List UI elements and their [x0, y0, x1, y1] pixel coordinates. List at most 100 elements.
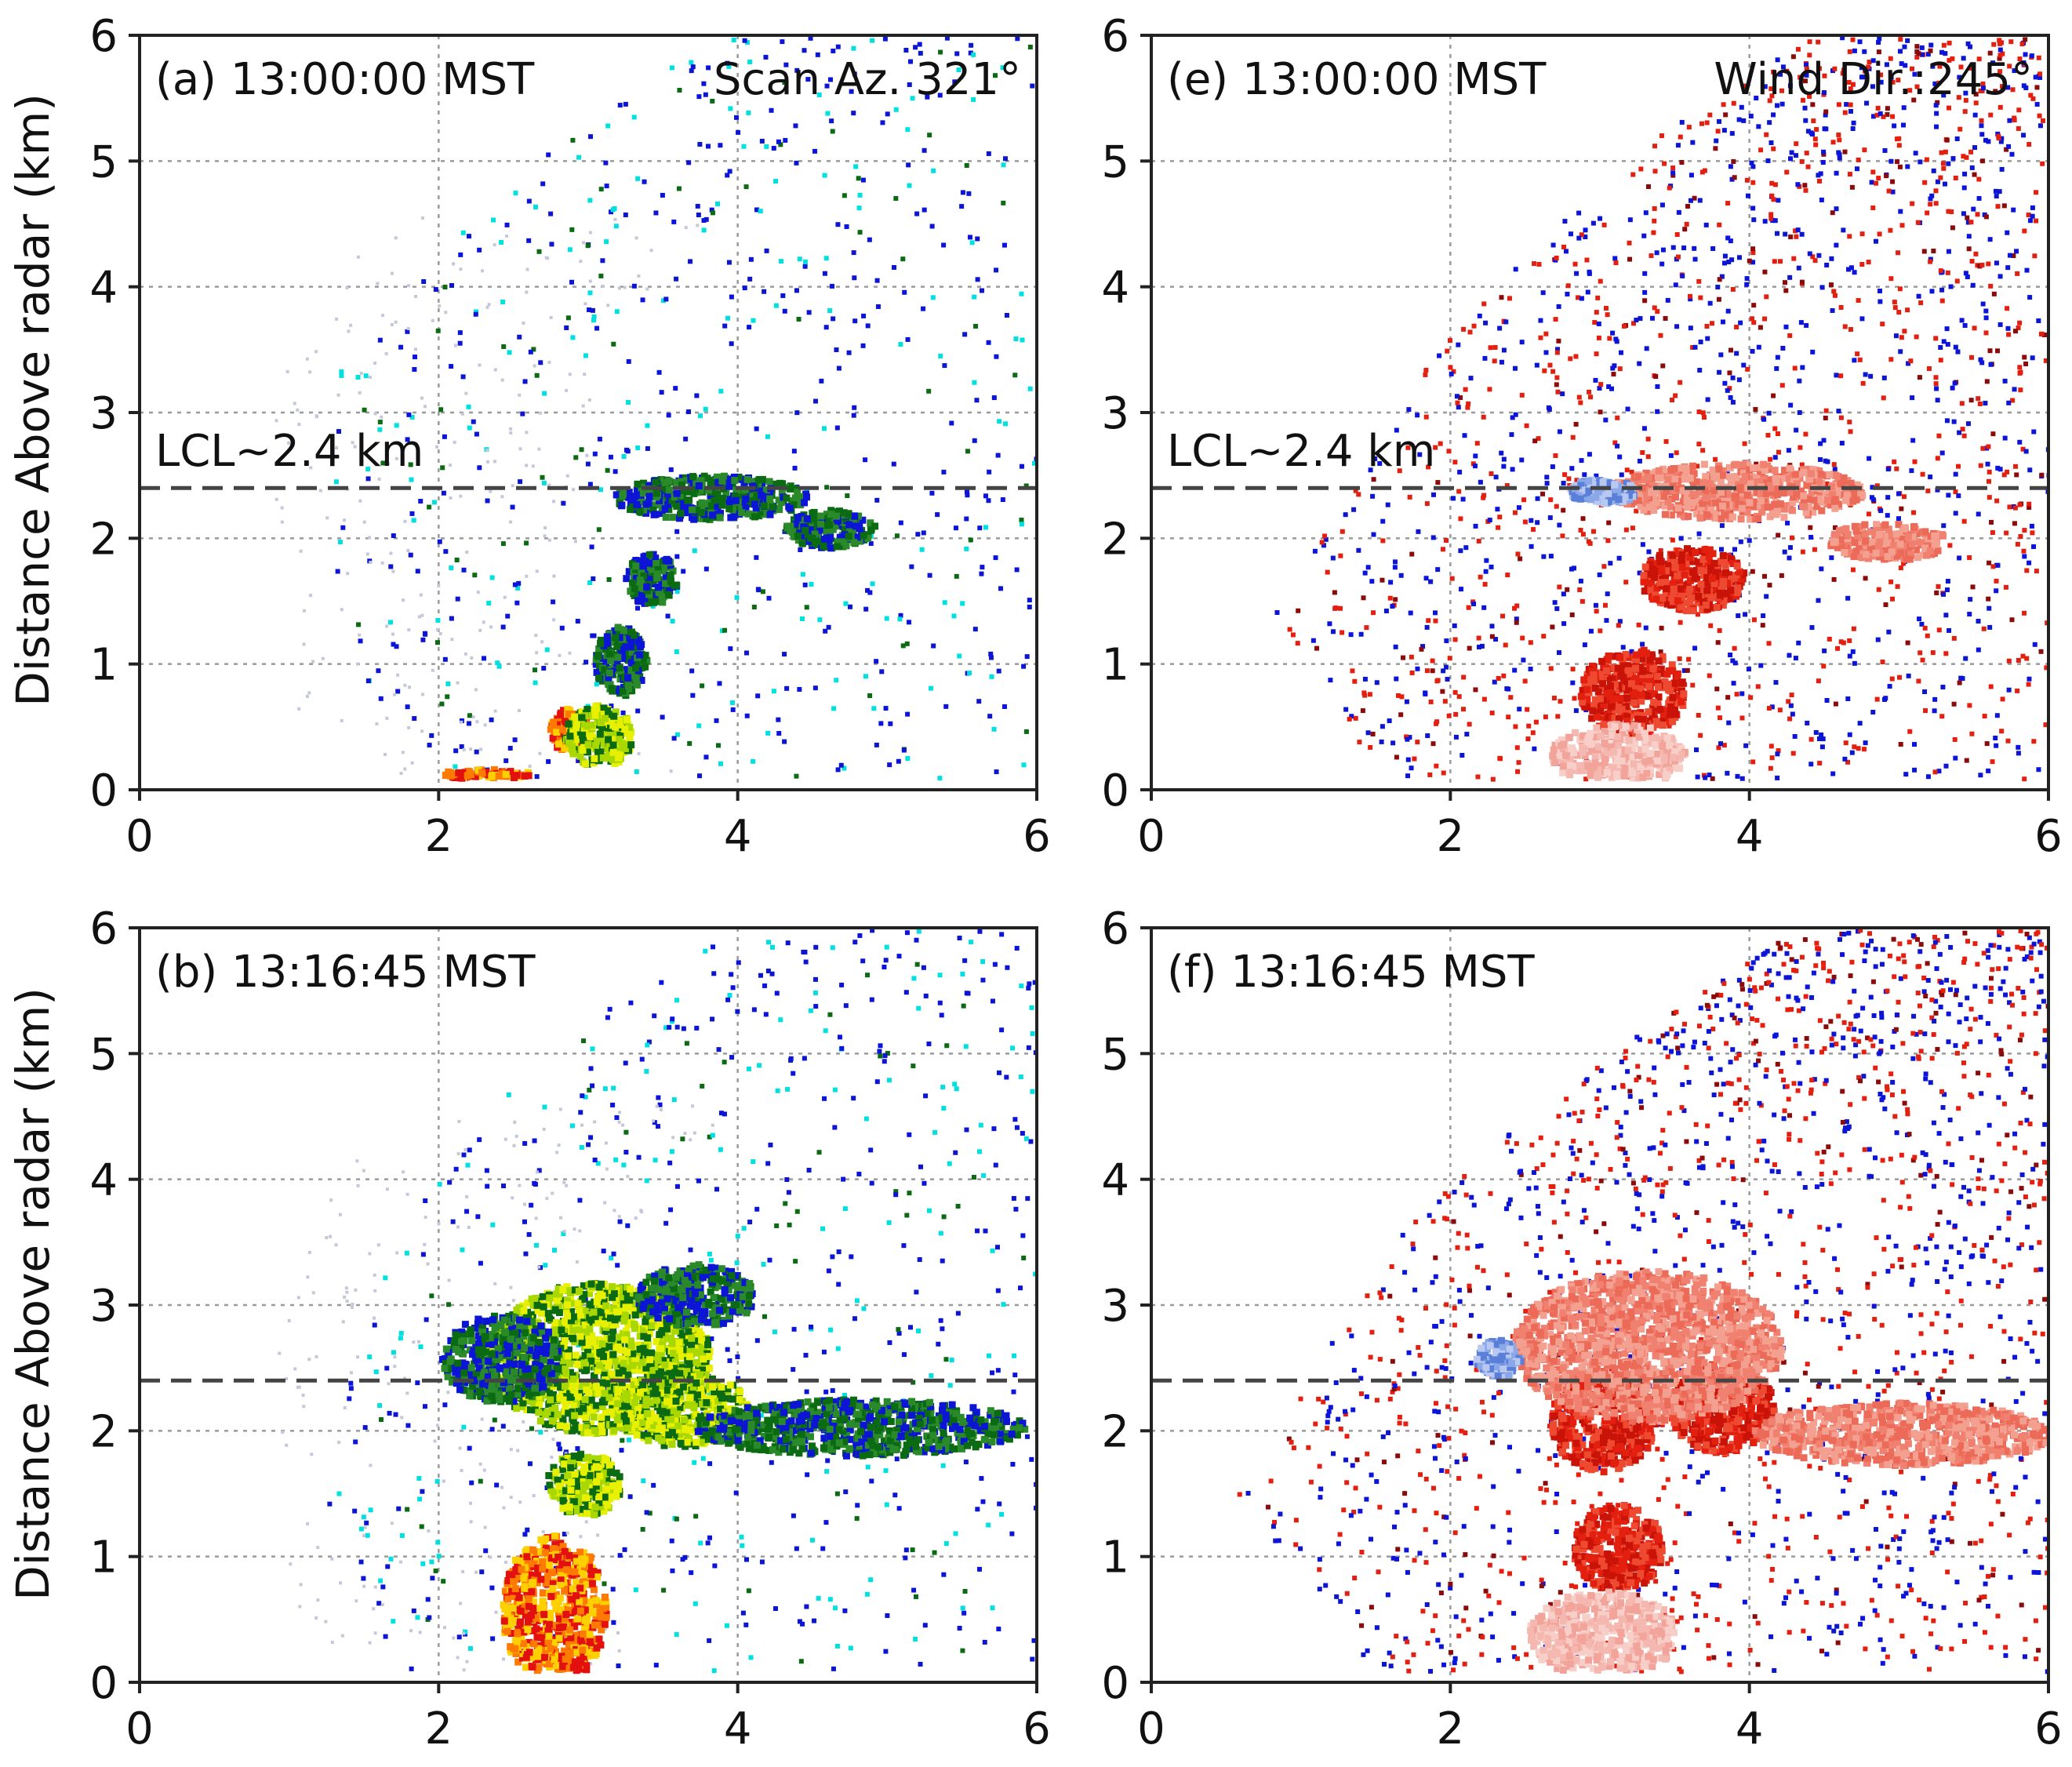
- data-point: [1551, 696, 1557, 701]
- echo-cell: [605, 754, 613, 762]
- clear-air-point: [368, 536, 372, 540]
- echo-cell: [1664, 680, 1672, 688]
- data-point: [1807, 39, 1812, 45]
- data-point: [975, 277, 980, 282]
- data-point: [2027, 505, 2032, 511]
- data-point: [2030, 530, 2035, 536]
- data-point: [1805, 129, 1811, 134]
- data-point: [1347, 716, 1352, 722]
- echo-cell: [616, 732, 624, 740]
- data-point: [612, 205, 617, 211]
- data-point: [1323, 536, 1329, 542]
- data-point: [1532, 746, 1537, 751]
- data-point: [921, 530, 926, 536]
- data-point: [1515, 769, 1521, 774]
- data-point: [605, 123, 611, 129]
- data-point: [751, 758, 756, 764]
- data-point: [1953, 511, 1958, 516]
- data-point: [745, 40, 751, 45]
- data-point: [1886, 629, 1892, 634]
- data-point: [1679, 160, 1685, 165]
- data-point: [1929, 289, 1935, 294]
- data-point: [1465, 405, 1470, 410]
- data-point: [1287, 627, 1292, 632]
- echo-cell: [627, 676, 635, 684]
- data-point: [1433, 618, 1438, 624]
- data-point: [1968, 597, 1973, 602]
- data-point: [1783, 231, 1788, 237]
- data-point: [1717, 628, 1722, 634]
- echo-cell: [1602, 667, 1610, 674]
- data-point: [1407, 494, 1412, 500]
- data-point: [466, 721, 471, 726]
- data-point: [1415, 413, 1420, 418]
- data-point: [1426, 464, 1431, 470]
- clear-air-point: [618, 286, 622, 290]
- echo-cell: [626, 733, 634, 741]
- echo-cell: [1605, 711, 1613, 718]
- data-point: [1979, 262, 1985, 267]
- echo-cell: [692, 511, 700, 518]
- data-point: [1314, 645, 1320, 651]
- data-point: [336, 429, 342, 434]
- echo-cell: [1616, 653, 1624, 661]
- echo-cell: [718, 477, 726, 485]
- data-point: [1518, 556, 1523, 562]
- data-point: [1755, 684, 1761, 689]
- clear-air-point: [482, 620, 485, 624]
- echo-cell: [1664, 560, 1672, 568]
- data-point: [1855, 351, 1860, 357]
- data-point: [1561, 244, 1567, 249]
- echo-cell: [652, 560, 660, 568]
- echo-cell: [1667, 687, 1674, 695]
- echo-cell: [612, 708, 620, 716]
- data-point: [1888, 56, 1893, 61]
- clear-air-point: [552, 574, 556, 578]
- echo-cell: [690, 489, 698, 497]
- data-point: [405, 704, 410, 710]
- data-point: [1799, 231, 1805, 237]
- data-point: [751, 318, 756, 323]
- echo-cell: [613, 491, 620, 499]
- data-point: [1993, 736, 1998, 741]
- data-point: [362, 407, 367, 413]
- data-point: [387, 620, 393, 625]
- data-point: [1441, 668, 1446, 674]
- data-point: [1798, 445, 1803, 450]
- data-point: [1670, 398, 1675, 403]
- data-point: [1849, 750, 1855, 755]
- data-point: [394, 644, 399, 649]
- data-point: [726, 64, 732, 69]
- data-point: [1430, 658, 1435, 664]
- data-point: [1673, 393, 1678, 398]
- echo-cell: [867, 519, 874, 527]
- data-point: [2017, 320, 2023, 325]
- echo-cell: [1718, 515, 1725, 523]
- echo-cell: [1709, 550, 1717, 558]
- echo-cell: [1632, 664, 1640, 672]
- clear-air-point: [474, 688, 478, 692]
- data-point: [1598, 409, 1603, 415]
- echo-cell: [1710, 584, 1718, 592]
- echo-cell: [610, 736, 618, 744]
- data-point: [754, 554, 759, 560]
- data-point: [1434, 678, 1440, 684]
- echo-cell: [725, 482, 733, 490]
- clear-air-point: [390, 322, 394, 326]
- data-point: [1528, 667, 1533, 672]
- data-point: [1393, 597, 1398, 602]
- data-point: [1550, 624, 1555, 630]
- data-point: [1031, 460, 1037, 466]
- data-point: [1905, 640, 1910, 645]
- data-point: [1579, 598, 1585, 604]
- data-point: [891, 461, 896, 467]
- data-point: [1832, 467, 1838, 472]
- data-point: [730, 707, 736, 712]
- data-point: [442, 656, 448, 662]
- data-point: [1459, 587, 1464, 592]
- data-point: [1489, 564, 1494, 569]
- data-point: [1562, 472, 1568, 478]
- data-point: [1598, 628, 1603, 634]
- data-point: [1988, 684, 1994, 689]
- data-point: [1875, 637, 1881, 642]
